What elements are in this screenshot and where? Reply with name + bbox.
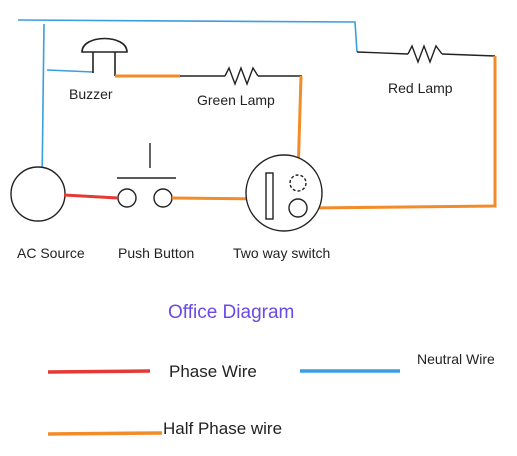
wire-neutral-to-red-lamp: [356, 51, 409, 55]
green-lamp-label: Green Lamp: [197, 92, 275, 108]
legend-half-phase-swatch: [47, 431, 163, 436]
red-lamp-label: Red Lamp: [388, 80, 453, 96]
neutral-wire-top: [17, 19, 358, 53]
plain-wires: [180, 51, 496, 77]
phase-wire-source-to-button: [63, 193, 119, 200]
ac-source-icon: [10, 166, 66, 222]
ac-source-label: AC Source: [17, 245, 85, 261]
half-phase-switch-to-red-lamp: [307, 56, 497, 210]
legend-half-phase-label: Half Phase wire: [163, 419, 283, 438]
push-button-icon: [117, 143, 176, 208]
push-button-label: Push Button: [118, 245, 195, 261]
diagram-title: Office Diagram: [168, 302, 295, 323]
neutral-wire-to-buzzer: [46, 69, 94, 73]
two-way-switch-label: Two way switch: [233, 245, 331, 261]
neutral-wire-to-source: [41, 23, 45, 186]
two-way-switch-icon: [245, 154, 323, 232]
wire-red-lamp-out: [441, 53, 496, 57]
buzzer-icon: [81, 37, 128, 76]
red-lamp-resistor: [407, 44, 443, 64]
legend-swatches: [47, 369, 400, 436]
phase-wires: [63, 193, 119, 200]
legend-phase-label: Phase Wire: [169, 362, 257, 381]
buzzer-label: Buzzer: [69, 86, 113, 102]
legend-phase-swatch: [47, 369, 151, 374]
neutral-wires: [17, 19, 358, 186]
green-lamp-resistor: [224, 66, 259, 86]
legend-neutral-label: Neutral Wire: [417, 351, 495, 367]
